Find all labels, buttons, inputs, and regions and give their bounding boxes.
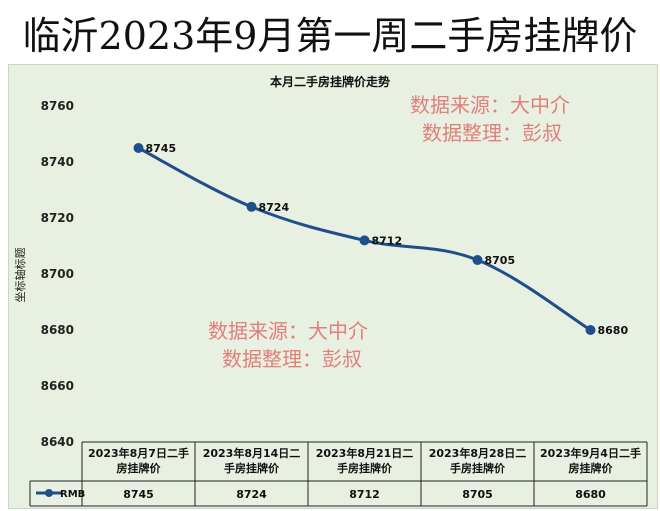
y-tick-label: 8720 — [41, 211, 74, 225]
data-table: 2023年8月7日二手房挂牌价87452023年8月14日二手房挂牌价87242… — [29, 441, 648, 507]
category-label-line: 房挂牌价 — [117, 461, 162, 475]
data-point — [359, 235, 370, 246]
data-points — [133, 143, 596, 335]
table-value: 8724 — [236, 488, 267, 501]
data-label: 8680 — [598, 324, 629, 337]
legend-marker — [45, 489, 53, 497]
data-point — [472, 255, 483, 265]
watermark-editor: 数据整理：彭叔 — [422, 121, 562, 145]
page-title: 临沂2023年9月第一周二手房挂牌价 — [22, 13, 638, 58]
watermark-center: 数据来源：大中介 数据整理：彭叔 — [208, 319, 368, 371]
data-labels: 8745 8724 8712 8705 8680 — [146, 142, 629, 337]
y-tick-label: 8760 — [41, 99, 74, 113]
y-tick-label: 8680 — [41, 323, 74, 337]
watermark-source: 数据来源：大中介 — [208, 319, 368, 343]
category-label-line: 2023年9月4日二手 — [540, 446, 641, 460]
category-label-line: 手房挂牌价 — [450, 461, 506, 475]
category-label-line: 2023年8月14日二 — [203, 446, 301, 460]
table-value: 8745 — [123, 488, 154, 501]
data-label: 8745 — [146, 142, 177, 155]
category-label-line: 手房挂牌价 — [224, 461, 280, 475]
data-label: 8724 — [259, 201, 290, 214]
table-value: 8705 — [462, 488, 493, 501]
watermark-source: 数据来源：大中介 — [410, 93, 570, 117]
watermark-editor: 数据整理：彭叔 — [222, 347, 362, 371]
data-label: 8712 — [372, 234, 403, 247]
data-label: 8705 — [485, 254, 516, 267]
y-axis-label: 坐标轴标题 — [13, 248, 27, 303]
category-label-line: 房挂牌价 — [569, 461, 614, 475]
y-tick-label: 8700 — [41, 267, 74, 281]
category-label-line: 2023年8月21日二 — [316, 446, 414, 460]
y-tick-label: 8640 — [41, 435, 74, 449]
table-value: 8680 — [575, 488, 606, 501]
header: 临沂2023年9月第一周二手房挂牌价 — [0, 0, 660, 64]
chart-panel — [8, 64, 658, 509]
legend-label: RMB — [60, 489, 85, 500]
chart-title: 本月二手房挂牌价走势 — [270, 74, 390, 89]
data-point — [246, 201, 257, 212]
category-label-line: 2023年8月7日二手 — [88, 446, 189, 460]
y-tick-labels: 8760 8740 8720 8700 8680 8660 8640 — [41, 99, 74, 449]
table-value: 8712 — [349, 488, 380, 501]
data-point — [133, 143, 144, 153]
y-tick-label: 8660 — [41, 379, 74, 393]
category-label-line: 手房挂牌价 — [337, 461, 393, 475]
data-point — [585, 325, 596, 335]
y-tick-label: 8740 — [41, 155, 74, 169]
category-label-line: 2023年8月28日二 — [429, 446, 527, 460]
watermark-top-right: 数据来源：大中介 数据整理：彭叔 — [410, 93, 570, 145]
